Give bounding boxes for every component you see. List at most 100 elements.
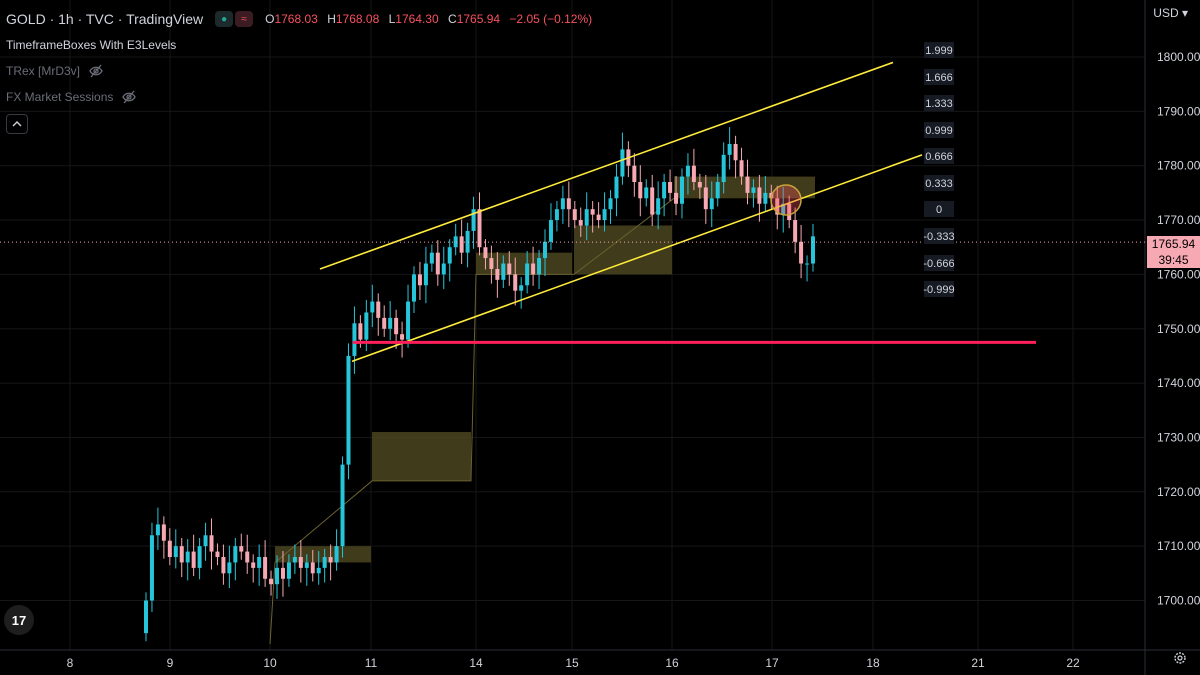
wave-icon[interactable]: ≈ (235, 11, 254, 27)
candle-body (429, 252, 434, 264)
time-axis-label: 15 (565, 656, 579, 670)
candle-body (519, 285, 524, 291)
fib-label-bg (924, 201, 954, 217)
indicator-fx-sessions[interactable]: FX Market Sessions (6, 90, 114, 104)
price-axis-label: 1760.00 (1157, 267, 1200, 281)
time-axis-label: 18 (866, 656, 880, 670)
breakout-marker (770, 184, 802, 216)
time-axis-label: 16 (665, 656, 679, 670)
candle-body (584, 209, 589, 226)
fib-level-label: 1.333 (925, 98, 953, 110)
fib-label-bg (924, 148, 954, 164)
settings-gear-icon[interactable] (1172, 650, 1188, 666)
fib-label-bg (924, 42, 954, 58)
indicator-row[interactable]: TRex [MrD3v] (6, 58, 598, 84)
candle-body (811, 236, 815, 264)
candle-body (572, 209, 577, 221)
fib-label-bg (924, 95, 954, 111)
candle-body (334, 546, 339, 563)
indicator-row[interactable]: FX Market Sessions (6, 84, 598, 110)
chevron-up-icon (12, 121, 22, 127)
fib-level-label: 1.666 (925, 72, 953, 84)
candle-body (697, 182, 702, 188)
candle-body (257, 557, 262, 568)
candle-body (203, 535, 208, 547)
candle-body (179, 546, 184, 563)
candle-body (316, 567, 321, 574)
candle-body (650, 187, 655, 215)
candle-body (239, 546, 244, 552)
timeframe-box (372, 432, 471, 481)
indicator-timeframeboxes[interactable]: TimeframeBoxes With E3Levels (6, 38, 177, 52)
symbol-row: GOLD · 1h · TVC · TradingView ● ≈ O1768.… (6, 6, 598, 32)
close-label: C (448, 12, 457, 26)
candle-body (793, 220, 798, 242)
collapse-legend-button[interactable] (6, 114, 28, 134)
candle-body (787, 203, 792, 221)
market-open-icon[interactable]: ● (215, 11, 234, 27)
time-axis-label: 21 (971, 656, 985, 670)
fib-label-bg (924, 228, 954, 244)
price-axis-label: 1700.00 (1157, 594, 1200, 608)
candle-body (304, 562, 309, 568)
low-label: L (388, 12, 396, 26)
price-axis-label: 1770.00 (1157, 213, 1200, 227)
timeframe-box (574, 225, 672, 275)
fib-level-label: -0.999 (923, 284, 954, 296)
time-axis-label: 10 (263, 656, 277, 670)
candle-body (543, 241, 548, 259)
candle-body (805, 263, 810, 265)
candle-body (644, 187, 649, 199)
candle-body (382, 317, 387, 329)
currency-selector[interactable]: USD ▾ (1153, 6, 1188, 20)
candle-body (560, 198, 565, 210)
candle-body (632, 165, 637, 183)
eye-off-icon[interactable] (121, 89, 137, 105)
price-axis-label: 1730.00 (1157, 430, 1200, 444)
channel-lower-line (351, 154, 923, 363)
price-axis-label: 1740.00 (1157, 376, 1200, 390)
candle-body (513, 274, 518, 291)
candle-body (453, 236, 458, 248)
indicator-row[interactable]: TimeframeBoxes With E3Levels (6, 32, 598, 58)
high-label: H (327, 12, 336, 26)
candle-body (441, 263, 446, 275)
candle-body (739, 160, 744, 177)
fib-level-label: -0.666 (923, 258, 954, 270)
candle-body (763, 192, 768, 204)
symbol-title[interactable]: GOLD · 1h · TVC · TradingView (6, 11, 204, 27)
timeframe-box (674, 176, 815, 199)
price-axis-label: 1750.00 (1157, 322, 1200, 336)
candle-body (495, 268, 500, 280)
candle-body (269, 578, 274, 585)
candle-body (459, 236, 464, 253)
fib-label-bg (924, 281, 954, 297)
change-value: −2.05 (−0.12%) (509, 12, 593, 26)
low-value: 1764.30 (395, 12, 439, 26)
candle-body (471, 209, 476, 231)
candle-body (447, 247, 452, 264)
eye-off-icon[interactable] (88, 63, 104, 79)
candle-body (781, 203, 786, 215)
timeframe-box (476, 252, 572, 275)
candle-body (703, 187, 708, 210)
tradingview-logo[interactable]: 17 (4, 605, 34, 635)
candle-body (674, 192, 679, 204)
candle-body (227, 562, 232, 574)
time-axis-label: 17 (765, 656, 779, 670)
price-axis-label: 1710.00 (1157, 539, 1200, 553)
candle-body (691, 165, 696, 183)
candle-body (799, 241, 804, 264)
price-axis-label: 1790.00 (1157, 104, 1200, 118)
candle-body (501, 263, 506, 280)
indicator-trex[interactable]: TRex [MrD3v] (6, 64, 81, 78)
candle-body (578, 220, 583, 226)
time-axis-label: 8 (67, 656, 74, 670)
candle-body (388, 317, 393, 329)
chart-legend: GOLD · 1h · TVC · TradingView ● ≈ O1768.… (6, 6, 598, 134)
candle-body (423, 263, 428, 286)
candle-body (251, 562, 256, 568)
candle-body (727, 143, 732, 155)
candle-body (352, 323, 357, 356)
